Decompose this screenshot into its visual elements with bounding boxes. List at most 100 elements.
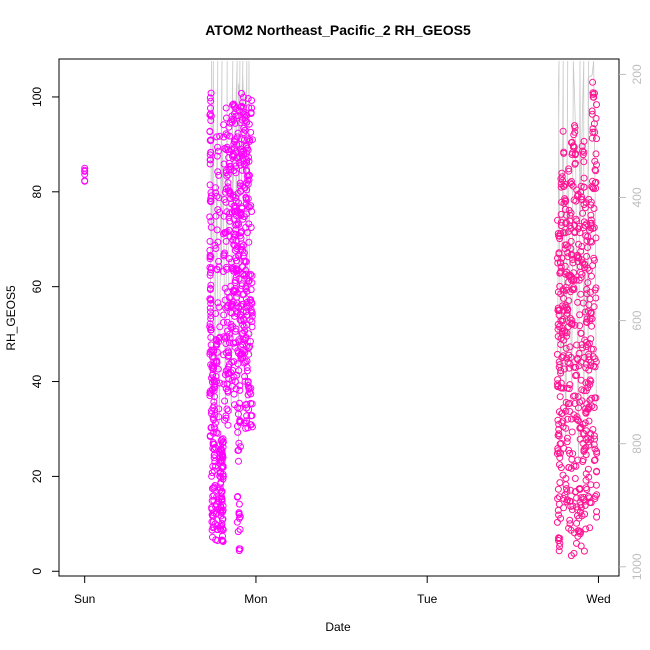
data-point xyxy=(557,367,565,375)
data-point xyxy=(557,183,565,191)
data-point xyxy=(220,319,227,326)
data-point xyxy=(571,400,579,407)
data-point xyxy=(556,539,564,547)
data-point xyxy=(237,147,245,155)
data-point xyxy=(226,189,234,197)
data-point xyxy=(217,457,225,465)
data-point xyxy=(218,452,226,460)
data-point xyxy=(214,147,222,155)
y-axis: 0 20 40 60 80 100 xyxy=(30,87,59,575)
data-point xyxy=(206,295,214,303)
data-point xyxy=(576,311,584,319)
data-point xyxy=(238,102,246,110)
data-point xyxy=(570,363,578,371)
data-point xyxy=(579,147,587,155)
data-point xyxy=(241,349,249,357)
data-point xyxy=(562,198,569,205)
data-point xyxy=(561,262,569,270)
data-point xyxy=(220,230,227,238)
data-point xyxy=(209,512,216,520)
data-point xyxy=(228,377,236,384)
data-point xyxy=(576,322,584,330)
data-point xyxy=(207,281,215,289)
data-point xyxy=(214,299,222,307)
data-point xyxy=(206,160,214,168)
data-point xyxy=(559,302,566,310)
data-point xyxy=(242,419,250,427)
data-point xyxy=(555,547,563,555)
data-point xyxy=(233,518,241,526)
data-point xyxy=(216,323,224,331)
data-point xyxy=(207,326,215,334)
data-point xyxy=(207,97,215,105)
data-point xyxy=(578,386,586,394)
data-point xyxy=(230,241,238,249)
data-point xyxy=(566,222,574,230)
data-point xyxy=(213,133,221,141)
data-point xyxy=(213,348,221,356)
x-axis: Sun Mon Tue Wed xyxy=(74,576,611,606)
data-point xyxy=(563,241,570,249)
data-point xyxy=(212,184,219,192)
data-point xyxy=(593,491,601,499)
data-point xyxy=(224,421,232,429)
data-point xyxy=(243,229,251,237)
data-point xyxy=(248,400,256,408)
data-point xyxy=(218,487,226,495)
data-point xyxy=(214,365,222,373)
y2-tick-label: 600 xyxy=(630,310,644,330)
data-point xyxy=(207,217,215,225)
data-point xyxy=(207,89,215,97)
data-point xyxy=(207,269,214,277)
data-point xyxy=(210,398,218,406)
data-point xyxy=(567,486,574,494)
data-point xyxy=(573,217,581,225)
data-point xyxy=(563,384,571,392)
data-point xyxy=(242,266,250,274)
data-point xyxy=(230,373,238,381)
data-point xyxy=(574,225,582,233)
data-point xyxy=(219,454,227,462)
data-point xyxy=(589,426,597,433)
data-point xyxy=(571,122,578,130)
y2-tick-label: 400 xyxy=(630,187,644,207)
data-point xyxy=(584,438,592,446)
data-point xyxy=(587,362,595,370)
data-point xyxy=(554,447,562,455)
data-point xyxy=(592,358,600,366)
data-point xyxy=(584,341,592,349)
data-point xyxy=(235,509,243,517)
data-point xyxy=(582,525,590,533)
data-point xyxy=(220,160,228,168)
data-point xyxy=(558,169,566,177)
data-point xyxy=(231,119,239,127)
y2-tick-label: 800 xyxy=(630,433,644,453)
data-point xyxy=(219,443,227,451)
data-point xyxy=(555,535,563,542)
y-tick-label: 20 xyxy=(30,469,44,483)
data-point xyxy=(557,464,565,472)
data-point xyxy=(587,216,595,224)
data-point xyxy=(213,341,221,349)
data-point xyxy=(563,438,571,446)
data-point xyxy=(591,89,598,97)
data-point xyxy=(570,269,578,277)
data-point xyxy=(571,229,579,237)
data-point xyxy=(219,435,227,443)
data-point xyxy=(588,272,595,280)
data-point xyxy=(571,159,579,167)
data-point xyxy=(587,211,595,219)
data-point xyxy=(226,132,234,140)
data-point xyxy=(233,493,241,501)
data-point xyxy=(574,298,582,306)
data-point xyxy=(557,439,565,447)
data-point xyxy=(592,394,600,402)
data-point xyxy=(221,416,229,424)
data-point xyxy=(569,502,577,510)
data-point xyxy=(591,166,599,174)
data-point xyxy=(246,136,254,144)
data-point xyxy=(206,304,214,312)
data-point xyxy=(592,294,600,302)
data-point xyxy=(247,390,255,398)
data-point xyxy=(236,386,244,394)
